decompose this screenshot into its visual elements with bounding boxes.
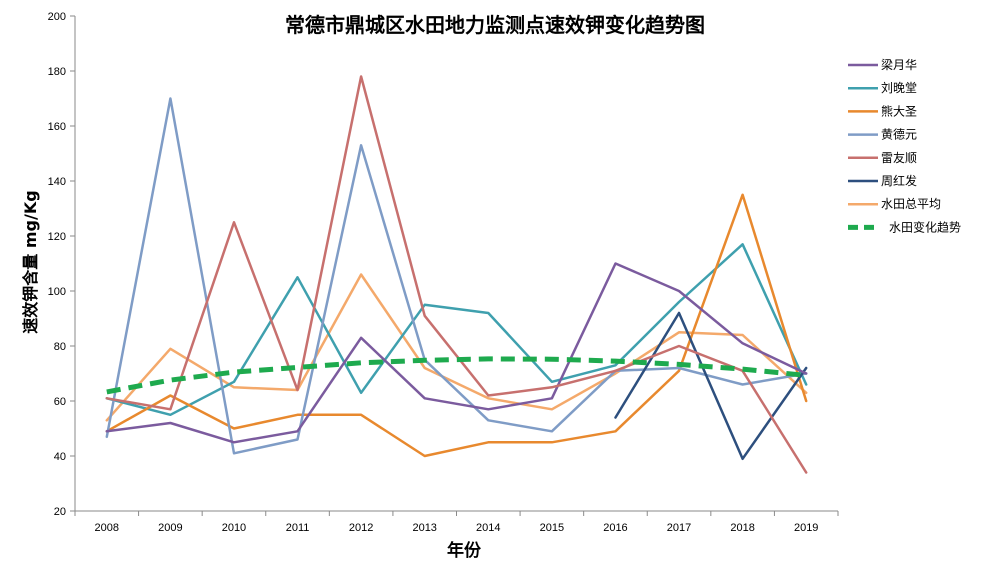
- x-axis-title: 年份: [447, 540, 482, 561]
- x-tick-label: 2015: [540, 522, 564, 534]
- series-line-3: [105, 97, 808, 455]
- y-tick-label: 160: [48, 121, 66, 133]
- series-line-5: [614, 311, 808, 461]
- series-line-6: [105, 273, 808, 422]
- legend-label-6: 水田总平均: [881, 197, 941, 211]
- legend-label-7: 水田变化趋势: [889, 219, 961, 234]
- x-tick-label: 2010: [222, 522, 246, 534]
- series-line-0: [105, 262, 808, 444]
- x-tick-label: 2016: [603, 522, 627, 534]
- y-tick-label: 60: [54, 396, 66, 408]
- x-tick-label: 2014: [476, 522, 500, 534]
- legend-label-3: 黄德元: [881, 127, 917, 142]
- y-tick-label: 180: [48, 66, 66, 78]
- x-tick-label: 2011: [286, 522, 310, 534]
- x-tick-label: 2008: [95, 522, 119, 534]
- y-tick-label: 40: [54, 451, 66, 463]
- y-tick-label: 80: [54, 341, 66, 353]
- series-line-2: [105, 193, 808, 458]
- series-line-4: [105, 75, 808, 474]
- legend-label-1: 刘晚堂: [881, 81, 917, 95]
- x-tick-label: 2012: [349, 522, 373, 534]
- y-tick-label: 120: [48, 231, 66, 243]
- x-tick-label: 2019: [794, 522, 818, 534]
- legend-label-5: 周红发: [881, 173, 917, 188]
- x-tick-label: 2009: [158, 522, 182, 534]
- y-tick-label: 20: [54, 506, 66, 518]
- x-tick-label: 2018: [730, 522, 754, 534]
- series-line-7: [106, 356, 807, 395]
- y-tick-label: 100: [48, 286, 66, 298]
- y-tick-label: 140: [48, 176, 66, 188]
- axes: 20 40 60 80 100 120 140 160 180 200 2008 2009 2010 20…: [48, 11, 839, 534]
- x-tick-label: 2013: [412, 522, 436, 534]
- x-tick-label: 2017: [667, 522, 691, 534]
- legend-label-4: 雷友顺: [881, 151, 917, 165]
- legend-label-2: 熊大圣: [881, 103, 917, 118]
- legend-label-0: 梁月华: [881, 57, 917, 72]
- series-layer: [105, 75, 808, 474]
- y-tick-label: 200: [48, 11, 66, 23]
- chart-title: 常德市鼎城区水田地力监测点速效钾变化趋势图: [285, 13, 705, 37]
- y-axis-title: 速效钾含量 mg/Kg: [21, 190, 40, 333]
